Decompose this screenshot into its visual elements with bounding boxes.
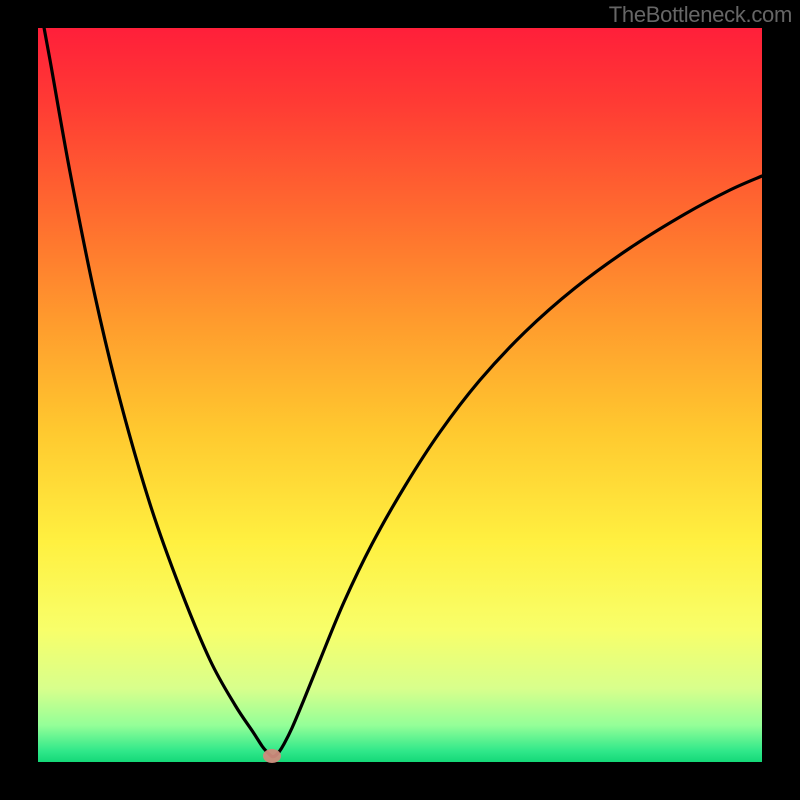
chart-container: TheBottleneck.com (0, 0, 800, 800)
optimal-point-marker (263, 749, 281, 763)
plot-background (38, 28, 762, 762)
attribution-text: TheBottleneck.com (609, 2, 792, 28)
bottleneck-chart (0, 0, 800, 800)
